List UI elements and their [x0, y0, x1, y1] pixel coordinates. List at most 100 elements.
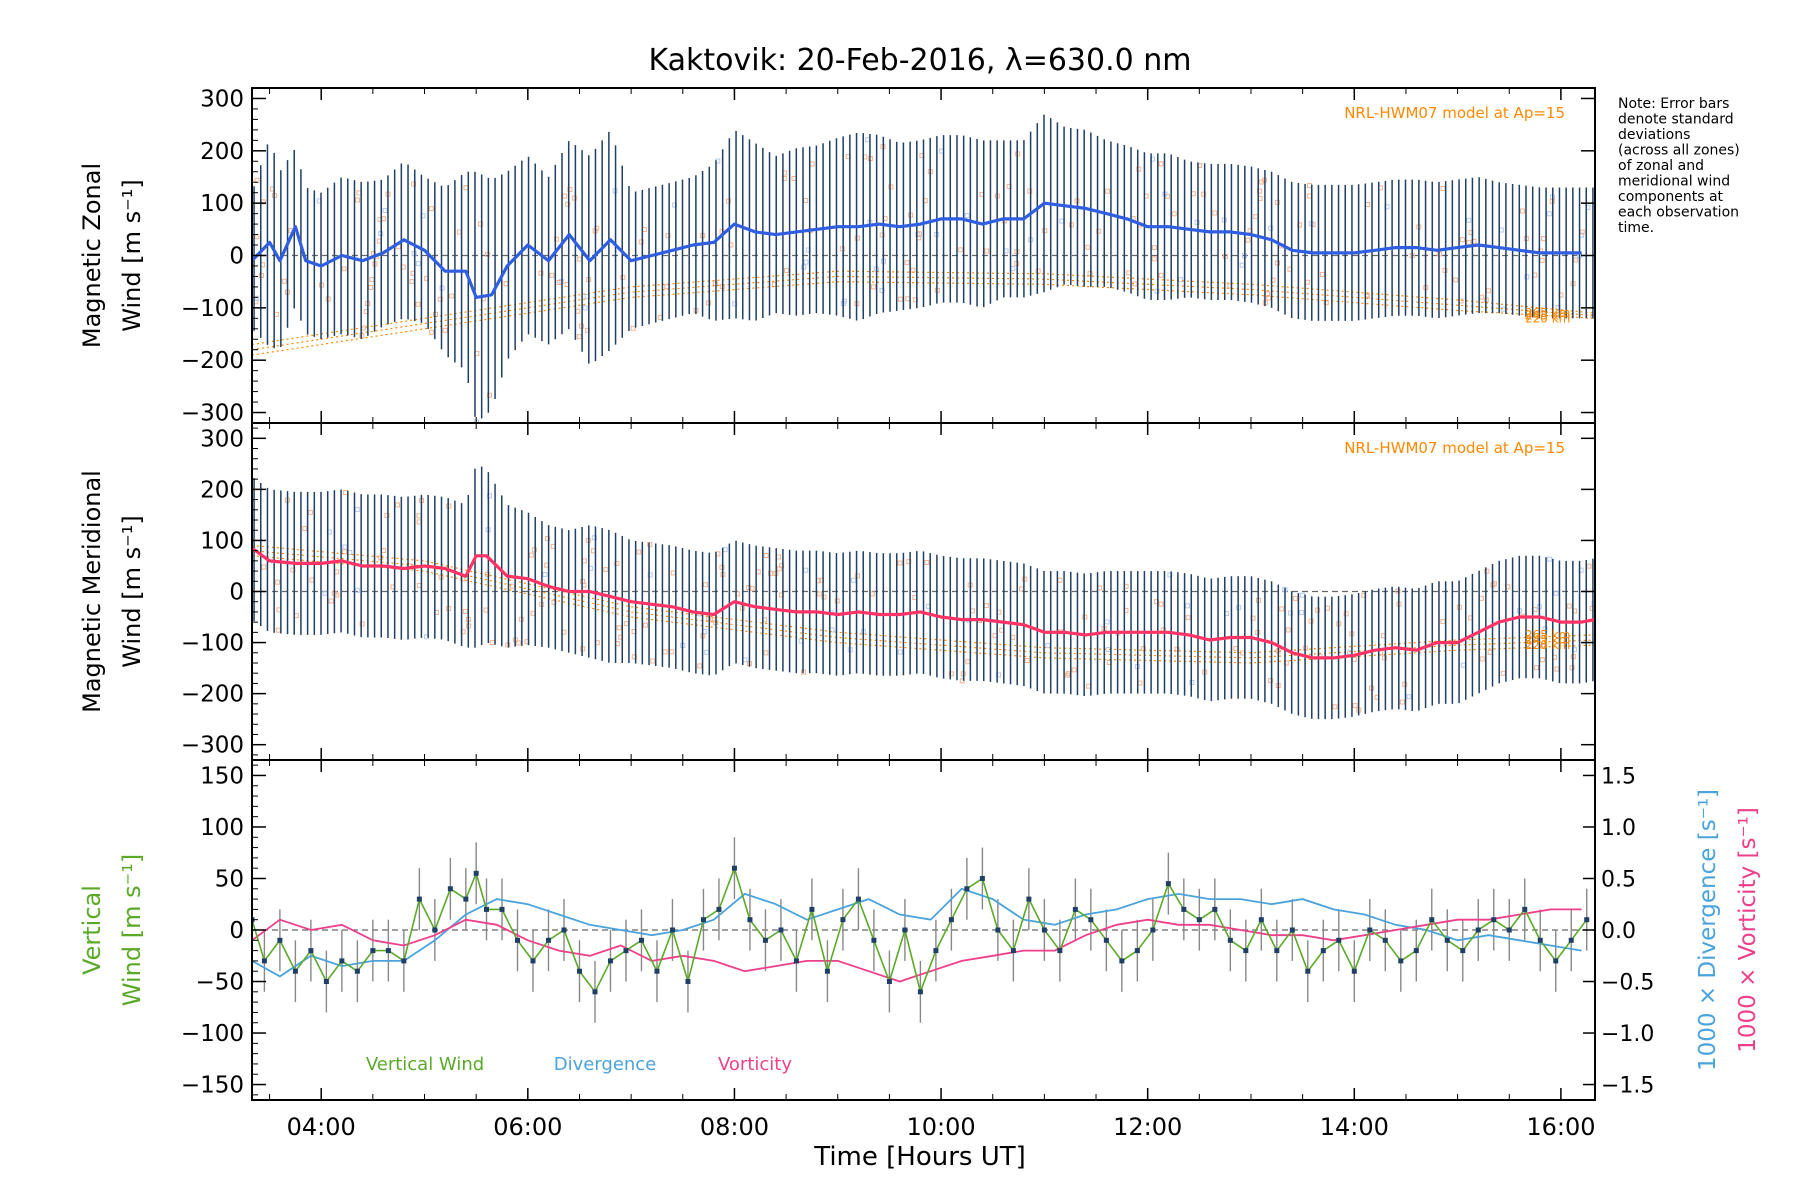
zone-marker: [342, 549, 348, 555]
zone-marker: [1343, 611, 1349, 617]
zone-marker: [603, 567, 609, 573]
data-point: [917, 989, 923, 995]
zone-marker: [359, 621, 365, 627]
zone-marker: [1158, 161, 1164, 167]
data-point: [669, 927, 675, 933]
zone-marker: [616, 625, 622, 631]
data-point: [1057, 948, 1063, 954]
chart-title: Kaktovik: 20-Feb-2016, λ=630.0 nm: [648, 43, 1191, 78]
data-point: [1026, 896, 1032, 902]
y2-tick-label: −1.5: [1601, 1074, 1654, 1099]
x-tick-label: 12:00: [1113, 1113, 1182, 1141]
zone-marker: [1466, 217, 1472, 223]
data-point: [416, 896, 422, 902]
data-point: [623, 948, 629, 954]
data-point: [1010, 948, 1016, 954]
zone-marker: [697, 663, 703, 669]
x-axis-tick-labels: 04:00 06:00 08:00 10:00 12:00 14:00 16:00: [287, 1113, 1596, 1141]
y-tick-label: 100: [200, 528, 244, 554]
zone-marker: [1268, 678, 1274, 684]
data-point: [1119, 958, 1125, 964]
zone-marker: [897, 649, 903, 655]
data-point: [1537, 937, 1543, 943]
vertical-wind-panel: Vertical Wind Divergence Vorticity −1.5 −1.0…: [78, 759, 1761, 1101]
zone-marker: [1140, 646, 1146, 652]
zone-marker: [565, 201, 571, 207]
zone-marker: [897, 560, 903, 566]
zone-marker: [1292, 595, 1298, 601]
zone-marker: [1087, 271, 1093, 277]
data-point: [339, 958, 345, 964]
zone-marker: [1352, 703, 1358, 709]
model-label: 245 km: [1525, 633, 1570, 647]
zone-marker: [591, 535, 597, 541]
zone-marker: [1154, 288, 1160, 294]
data-point: [886, 979, 892, 985]
zone-marker: [1154, 599, 1160, 605]
model-line: [252, 544, 1595, 654]
zone-marker: [984, 248, 990, 254]
zone-marker: [1399, 699, 1405, 705]
zone-marker: [1332, 704, 1338, 710]
data-point: [778, 927, 784, 933]
zone-marker: [1540, 643, 1546, 649]
y-tick-label: −100: [181, 631, 244, 657]
zone-marker: [428, 206, 434, 212]
zone-marker: [576, 334, 582, 340]
zone-marker: [638, 239, 644, 245]
note-line: (across all zones): [1618, 143, 1740, 159]
data-point: [261, 958, 267, 964]
y-tick-label: 100: [200, 815, 244, 841]
data-point: [1522, 906, 1528, 912]
zone-marker: [1259, 179, 1265, 185]
zone-marker: [1459, 237, 1465, 243]
note-line: of zonal and: [1618, 158, 1704, 174]
zone-marker: [1136, 166, 1142, 172]
model-line: [252, 550, 1595, 659]
data-point: [995, 927, 1001, 933]
y-tick-label: 100: [200, 191, 244, 217]
model-label: 245 km: [1525, 309, 1570, 323]
zone-marker: [1553, 590, 1559, 596]
y2-tick-label: 0.0: [1601, 919, 1636, 944]
y2-tick-label: 1.0: [1601, 816, 1636, 841]
x-tick-label: 06:00: [493, 1113, 562, 1141]
zone-marker: [567, 187, 573, 193]
vorticity-line: [252, 908, 1582, 983]
y-tick-label: −300: [181, 401, 244, 427]
y-axis-label-line1: Vertical: [78, 885, 106, 975]
zone-marker: [1223, 253, 1229, 259]
zone-marker: [341, 266, 347, 272]
zone-marker: [1151, 245, 1157, 251]
y-axis-label-line1: Magnetic Meridional: [78, 470, 106, 713]
y-axis-label-line2: Wind [m s⁻¹]: [118, 179, 146, 331]
y-tick-label: 300: [200, 426, 244, 452]
zone-marker: [834, 598, 840, 604]
data-point: [716, 906, 722, 912]
zone-marker: [1440, 618, 1446, 624]
note-line: each observation: [1618, 205, 1739, 221]
zone-marker: [1024, 658, 1030, 664]
zone-marker: [437, 296, 443, 302]
meridional-wind-line: [252, 546, 1595, 660]
data-point: [1491, 917, 1497, 923]
zone-marker: [702, 582, 708, 588]
data-point: [840, 917, 846, 923]
data-point: [1274, 948, 1280, 954]
data-point: [1506, 927, 1512, 933]
zone-marker: [749, 586, 755, 592]
note-line: meridional wind: [1618, 174, 1730, 190]
data-point: [1196, 917, 1202, 923]
zone-marker: [1268, 225, 1274, 231]
zone-marker: [672, 202, 678, 208]
zone-marker: [594, 225, 600, 231]
y2-tick-label: 0.5: [1601, 867, 1636, 892]
zone-marker: [839, 246, 845, 252]
note-line: Note: Error bars: [1618, 96, 1729, 112]
zone-marker: [817, 591, 823, 597]
zone-marker: [768, 570, 774, 576]
zone-marker: [1519, 208, 1525, 214]
data-point: [948, 917, 954, 923]
x-tick-label: 10:00: [906, 1113, 975, 1141]
